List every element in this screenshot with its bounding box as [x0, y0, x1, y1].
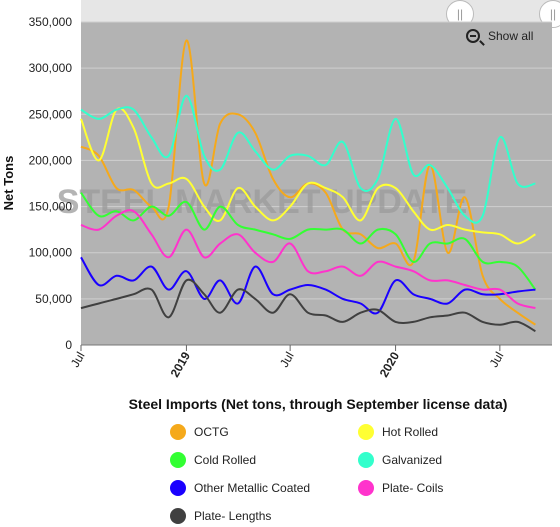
legend-item-plate-coils[interactable]: Plate- Coils — [358, 480, 443, 496]
y-tick-label: 350,000 — [29, 15, 73, 29]
legend-swatch — [170, 452, 186, 468]
legend-swatch — [170, 424, 186, 440]
series-line-plate-coils[interactable] — [80, 209, 536, 310]
legend-label: Plate- Lengths — [194, 509, 272, 523]
zoom-out-icon — [466, 29, 480, 43]
legend-label: Cold Rolled — [194, 453, 257, 467]
chart: STEEL MARKET UPDATE 050,000100,000150,00… — [1, 15, 552, 380]
series-line-plate-lengths[interactable] — [80, 278, 536, 333]
legend-swatch — [170, 508, 186, 524]
legend-item-hot-rolled[interactable]: Hot Rolled — [358, 424, 438, 440]
y-tick-label: 100,000 — [29, 246, 73, 260]
y-tick-label: 0 — [65, 338, 72, 352]
show-all-label: Show all — [488, 29, 534, 43]
y-axis-title: Net Tons — [1, 156, 16, 211]
series-lines — [80, 39, 537, 333]
legend-swatch — [358, 424, 374, 440]
x-tick-label: Jul — [277, 350, 297, 370]
legend-item-octg[interactable]: OCTG — [170, 424, 229, 440]
legend-item-cold-rolled[interactable]: Cold Rolled — [170, 452, 256, 468]
legend-label: OCTG — [194, 425, 229, 439]
series-line-other-metallic-coated[interactable] — [80, 256, 536, 315]
legend-label: Other Metallic Coated — [194, 481, 311, 495]
series-line-galvanized[interactable] — [80, 94, 536, 224]
series-line-hot-rolled[interactable] — [80, 107, 536, 245]
legend-label: Hot Rolled — [382, 425, 439, 439]
y-tick-label: 200,000 — [29, 153, 73, 167]
x-tick-label: 2019 — [168, 349, 194, 379]
legend-swatch — [170, 480, 186, 496]
y-tick-label: 300,000 — [29, 61, 73, 75]
x-tick-label: Jul — [487, 350, 507, 370]
legend-swatch — [358, 480, 374, 496]
y-tick-label: 50,000 — [35, 292, 72, 306]
chart-title: Steel Imports (Net tons, through Septemb… — [128, 396, 508, 412]
legend-label: Plate- Coils — [382, 481, 444, 495]
show-all-button[interactable]: Show all — [466, 29, 533, 43]
legend-item-other-metallic-coated[interactable]: Other Metallic Coated — [170, 480, 310, 496]
x-tick-label: Jul — [68, 350, 88, 370]
x-tick-label: 2020 — [377, 349, 403, 379]
x-axis-ticks: Jul 2019 Jul 2020 Jul — [68, 345, 507, 380]
legend-swatch — [358, 452, 374, 468]
series-line-cold-rolled[interactable] — [80, 192, 537, 291]
legend-item-plate-lengths[interactable]: Plate- Lengths — [170, 508, 271, 524]
y-axis-ticks: 0 50,000 100,000 150,000 200,000 250,000 300,0… — [29, 15, 73, 352]
y-tick-label: 250,000 — [29, 107, 73, 121]
legend-item-galvanized[interactable]: Galvanized — [358, 452, 442, 468]
y-tick-label: 150,000 — [29, 200, 73, 214]
legend-label: Galvanized — [382, 453, 443, 467]
